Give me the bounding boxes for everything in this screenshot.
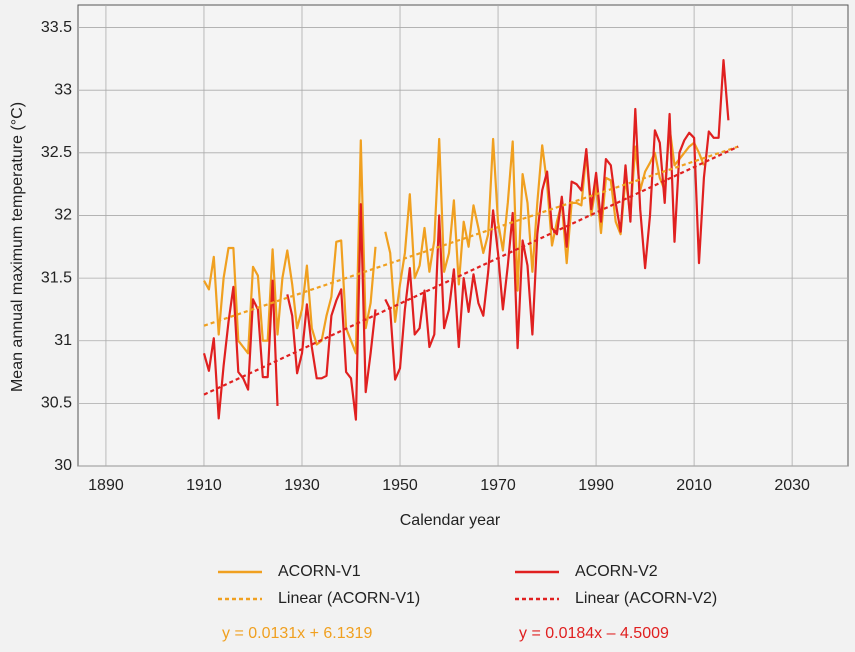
legend-label: ACORN-V2 (575, 563, 658, 580)
x-tick-label: 1950 (382, 477, 418, 494)
x-tick-label: 1910 (186, 477, 222, 494)
x-tick-label: 1990 (578, 477, 614, 494)
legend-label: ACORN-V1 (278, 563, 361, 580)
x-tick-label: 1890 (88, 477, 124, 494)
y-tick-label: 33.5 (41, 19, 72, 36)
trend-line (203, 145, 739, 396)
data-line (203, 126, 705, 355)
legend-label: Linear (ACORN-V2) (575, 590, 717, 607)
legend-label: Linear (ACORN-V1) (278, 590, 420, 607)
y-tick-label: 30.5 (41, 395, 72, 412)
y-tick-label: 31 (54, 332, 72, 349)
x-tick-label: 2010 (676, 477, 712, 494)
y-tick-label: 32 (54, 207, 72, 224)
y-tick-label: 32.5 (41, 144, 72, 161)
y-tick-label: 31.5 (41, 269, 72, 286)
y-tick-label: 30 (54, 457, 72, 474)
trend-line (203, 145, 739, 327)
trend-equation: y = 0.0131x + 6.1319 (222, 625, 372, 642)
y-axis-label: Mean annual maximum temperature (°C) (9, 102, 26, 392)
data-line (202, 59, 730, 421)
trend-equation: y = 0.0184x – 4.5009 (519, 625, 669, 642)
x-tick-label: 1930 (284, 477, 320, 494)
x-tick-label: 1970 (480, 477, 516, 494)
x-tick-label: 2030 (774, 477, 810, 494)
x-axis-label: Calendar year (400, 512, 501, 529)
y-tick-label: 33 (54, 81, 72, 98)
